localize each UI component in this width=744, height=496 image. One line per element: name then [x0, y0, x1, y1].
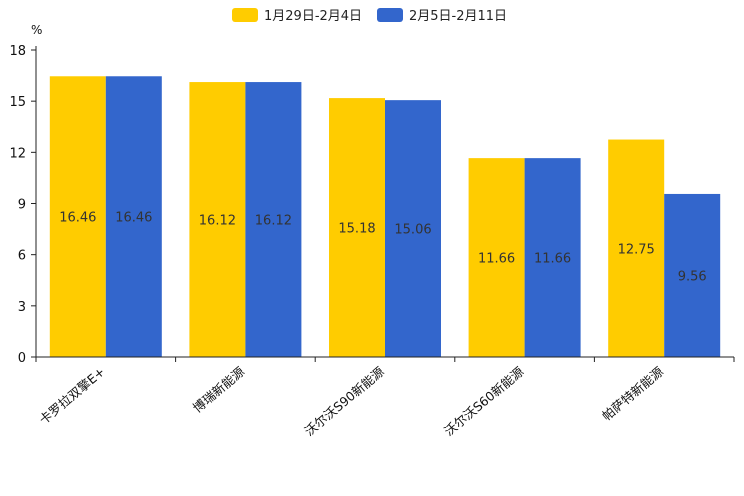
bar-series-1-5[interactable] — [608, 139, 665, 357]
y-axis: 0 3 6 9 12 15 18 — [9, 44, 37, 366]
x-tick-label: 卡罗拉双擎E+ — [36, 364, 108, 427]
data-labels: 16.46 16.46 16.12 16.12 15.18 15.06 11.66 11.66… — [59, 211, 706, 285]
y-tick-label: 6 — [18, 249, 26, 264]
y-axis-unit-label: % — [31, 23, 42, 37]
data-label-series-1-1: 16.46 — [59, 211, 96, 226]
legend: 1月29日-2月4日 2月5日-2月11日 — [232, 8, 507, 24]
bar-series-1-4[interactable] — [468, 158, 525, 357]
data-label-series-1-2: 16.12 — [199, 214, 236, 229]
legend-label-series-2: 2月5日-2月11日 — [409, 9, 507, 24]
legend-swatch-series-2 — [377, 8, 403, 22]
legend-swatch-series-1 — [232, 8, 258, 22]
data-label-series-1-5: 12.75 — [618, 242, 655, 257]
bar-series-1-2[interactable] — [189, 82, 246, 357]
y-tick-label: 18 — [9, 44, 26, 59]
bar-series-2-3[interactable] — [385, 100, 441, 357]
legend-item-series-2[interactable]: 2月5日-2月11日 — [377, 8, 507, 24]
bar-series-2-4[interactable] — [524, 158, 581, 357]
x-tick-label: 帕萨特新能源 — [599, 363, 666, 423]
bars — [49, 76, 721, 357]
data-label-series-2-3: 15.06 — [394, 223, 431, 238]
bar-series-2-1[interactable] — [105, 76, 162, 357]
bar-series-2-2[interactable] — [245, 82, 302, 357]
y-tick-label: 0 — [18, 351, 26, 366]
bar-series-1-1[interactable] — [49, 76, 106, 357]
data-label-series-2-4: 11.66 — [534, 252, 571, 267]
data-label-series-1-3: 15.18 — [338, 222, 375, 237]
x-tick-label: 博瑞新能源 — [190, 363, 248, 415]
bar-series-1-3[interactable] — [329, 98, 385, 357]
y-tick-label: 9 — [18, 198, 26, 213]
y-tick-label: 12 — [9, 146, 26, 161]
bar-series-2-5[interactable] — [664, 193, 721, 357]
data-label-series-2-1: 16.46 — [115, 211, 152, 226]
y-tick-label: 3 — [18, 300, 26, 315]
data-label-series-2-2: 16.12 — [255, 214, 292, 229]
x-axis: 卡罗拉双擎E+ 博瑞新能源 沃尔沃S90新能源 沃尔沃S60新能源 帕萨特新能源 — [35, 356, 735, 439]
data-label-series-2-5: 9.56 — [678, 269, 707, 284]
y-tick-label: 15 — [9, 95, 26, 110]
data-label-series-1-4: 11.66 — [478, 252, 515, 267]
legend-label-series-1: 1月29日-2月4日 — [264, 9, 362, 24]
x-tick-label: 沃尔沃S90新能源 — [302, 363, 388, 438]
legend-item-series-1[interactable]: 1月29日-2月4日 — [232, 8, 362, 24]
x-tick-label: 沃尔沃S60新能源 — [441, 363, 527, 438]
